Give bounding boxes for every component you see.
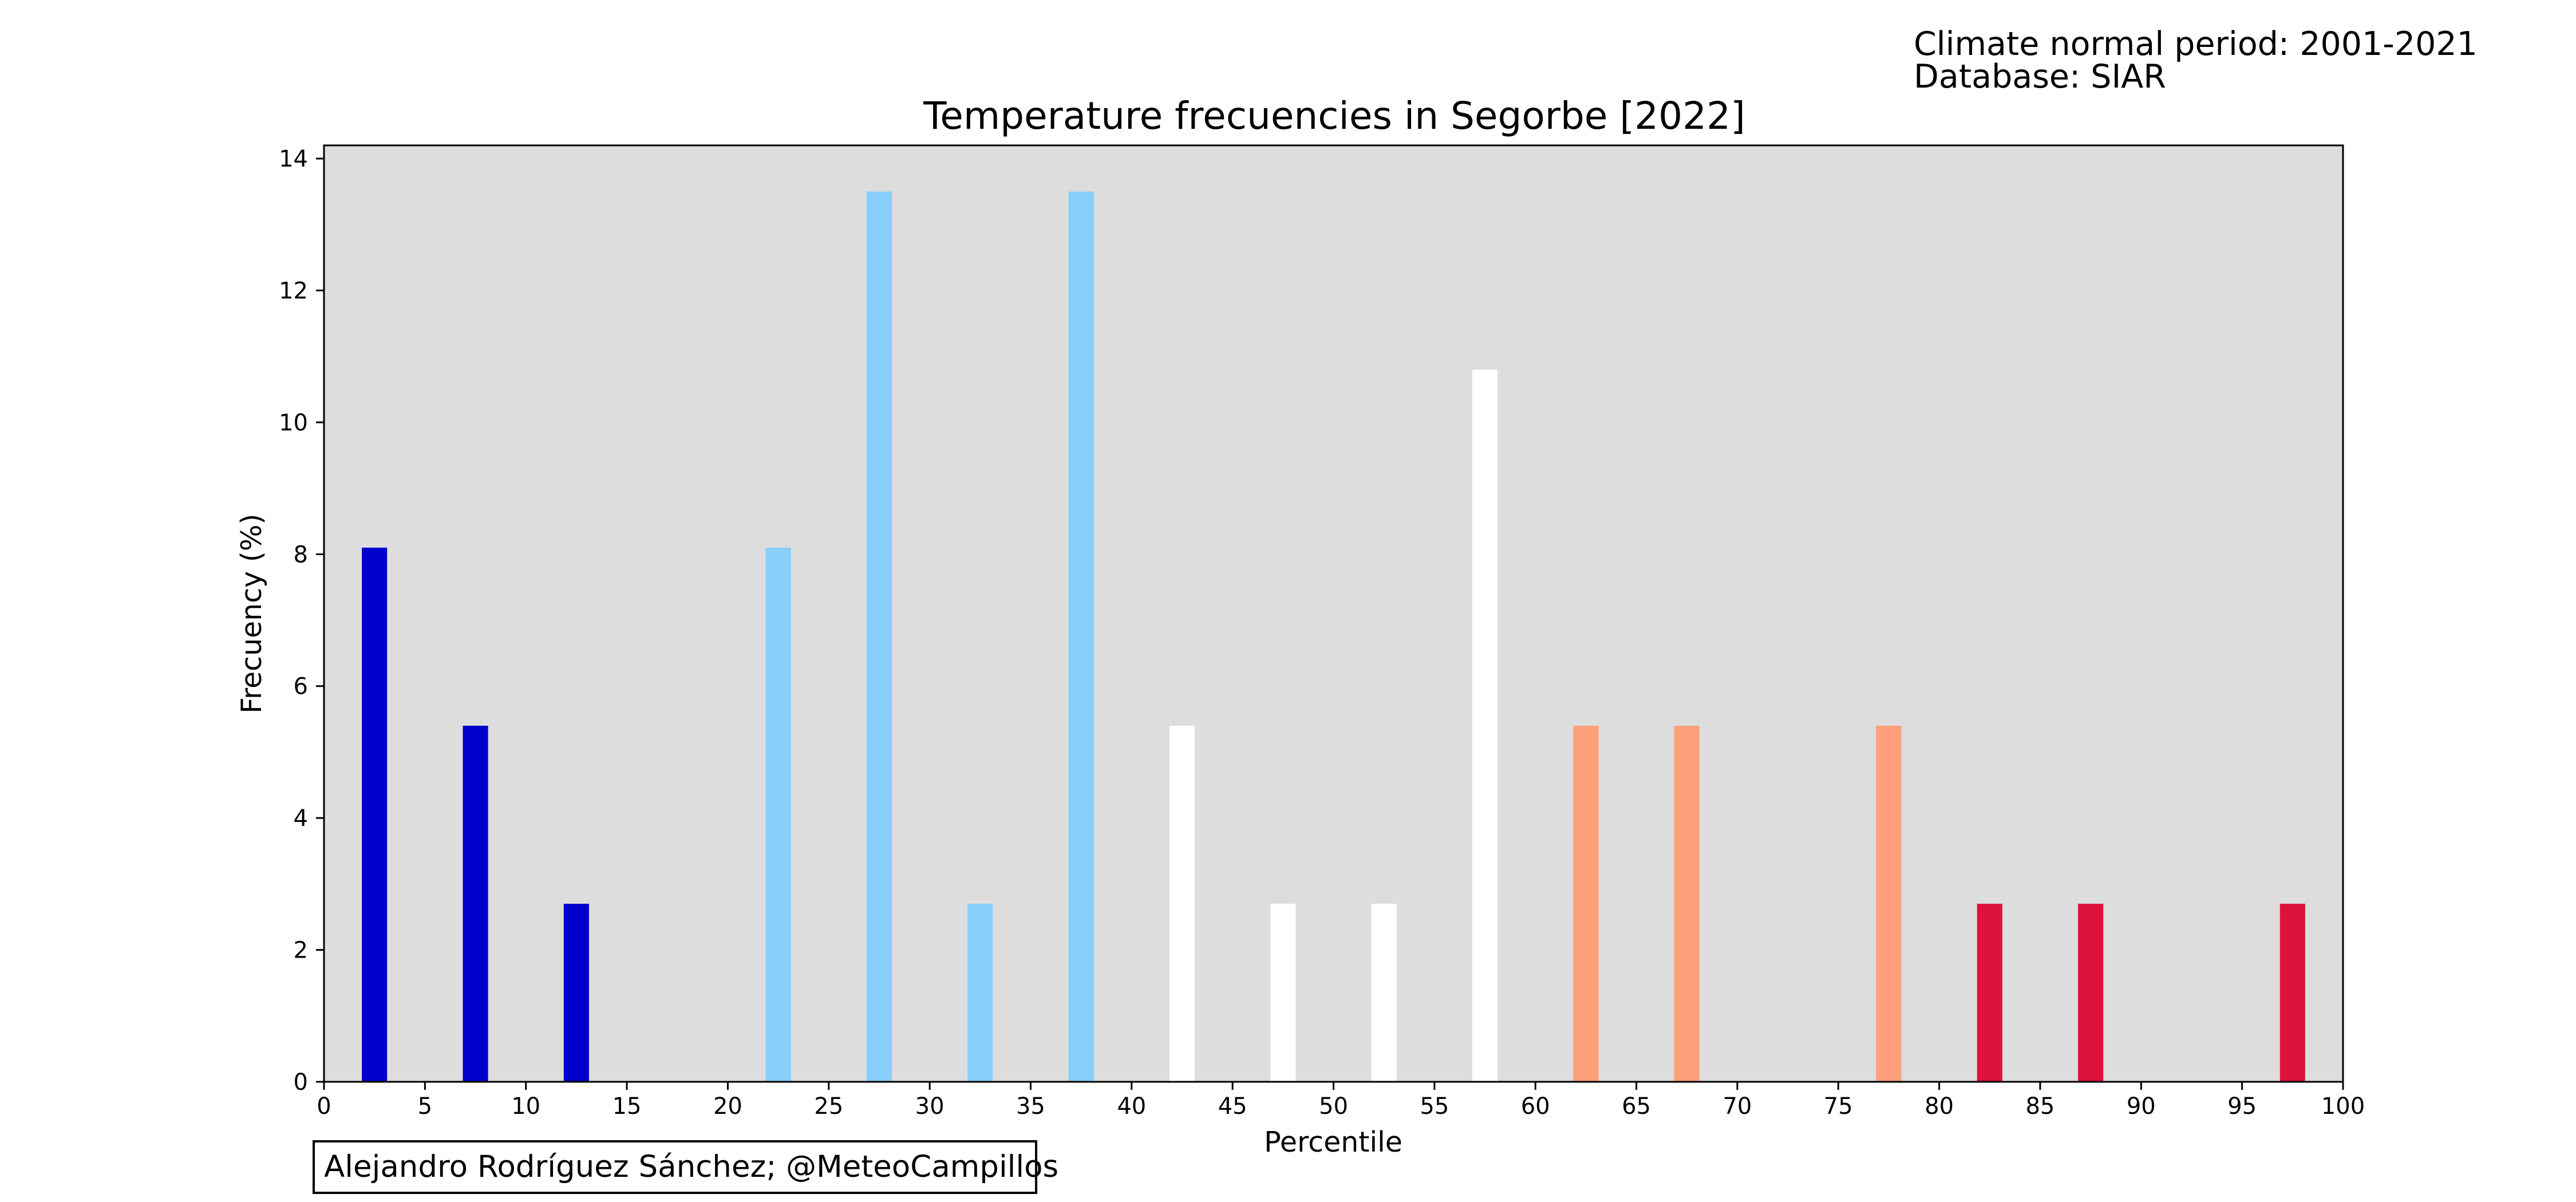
x-axis-label: Percentile xyxy=(1264,1126,1402,1158)
x-tick-label-100: 100 xyxy=(2321,1093,2365,1120)
bar-p7.5 xyxy=(463,725,488,1082)
y-axis: 0 2 4 6 8 10 12 14 xyxy=(279,146,324,1096)
y-tick-label-0: 0 xyxy=(294,1069,308,1096)
x-tick-label-5: 5 xyxy=(418,1093,432,1120)
bar-p22.5 xyxy=(765,547,791,1082)
database-text: Database: SIAR xyxy=(1914,58,2166,96)
x-tick-label-50: 50 xyxy=(1319,1093,1348,1120)
bar-p2.5 xyxy=(362,547,388,1082)
bar-p62.5 xyxy=(1573,725,1599,1082)
x-tick-label-55: 55 xyxy=(1420,1093,1449,1120)
x-tick-label-75: 75 xyxy=(1824,1093,1853,1120)
chart-title: Temperature frecuencies in Segorbe [2022… xyxy=(923,94,1745,138)
x-tick-label-25: 25 xyxy=(814,1093,843,1120)
bar-p82.5 xyxy=(1977,903,2002,1082)
bar-p27.5 xyxy=(866,191,892,1082)
x-tick-label-15: 15 xyxy=(613,1093,642,1120)
x-tick-label-20: 20 xyxy=(713,1093,742,1120)
x-tick-label-40: 40 xyxy=(1117,1093,1146,1120)
bar-p12.5 xyxy=(563,903,589,1082)
x-tick-label-80: 80 xyxy=(1925,1093,1954,1120)
x-tick-label-30: 30 xyxy=(915,1093,945,1120)
bar-p37.5 xyxy=(1068,191,1094,1082)
bar-p57.5 xyxy=(1472,369,1498,1082)
bar-p97.5 xyxy=(2279,903,2305,1082)
y-tick-label-14: 14 xyxy=(279,146,308,172)
bar-p52.5 xyxy=(1371,903,1397,1082)
bar-p67.5 xyxy=(1674,725,1700,1082)
normal-period-text: Climate normal period: 2001-2021 xyxy=(1914,25,2478,63)
bars-group xyxy=(362,191,2305,1082)
y-tick-label-10: 10 xyxy=(279,410,308,436)
x-tick-label-45: 45 xyxy=(1218,1093,1247,1120)
x-tick-label-0: 0 xyxy=(317,1093,331,1120)
bar-p32.5 xyxy=(967,903,993,1082)
x-tick-label-95: 95 xyxy=(2227,1093,2257,1120)
x-tick-label-10: 10 xyxy=(511,1093,540,1120)
y-tick-label-2: 2 xyxy=(294,938,308,964)
y-tick-label-6: 6 xyxy=(294,674,308,700)
bar-p47.5 xyxy=(1270,903,1296,1082)
x-axis: 0 5 10 15 20 25 30 35 40 45 50 55 60 65 70 75 80 85 90 95 10… xyxy=(317,1082,2365,1120)
x-tick-label-35: 35 xyxy=(1016,1093,1045,1120)
bar-p87.5 xyxy=(2078,903,2104,1082)
x-tick-label-60: 60 xyxy=(1521,1093,1550,1120)
x-tick-label-65: 65 xyxy=(1622,1093,1651,1120)
y-tick-label-12: 12 xyxy=(279,278,308,304)
bar-p77.5 xyxy=(1876,725,1902,1082)
plot-area xyxy=(324,145,2343,1082)
credit-box xyxy=(313,1140,1037,1194)
y-tick-label-8: 8 xyxy=(294,541,308,568)
bar-p42.5 xyxy=(1169,725,1195,1082)
y-tick-label-4: 4 xyxy=(294,805,308,832)
x-tick-label-90: 90 xyxy=(2127,1093,2156,1120)
credit-text: Alejandro Rodríguez Sánchez; @MeteoCampi… xyxy=(324,1149,1058,1184)
x-tick-label-85: 85 xyxy=(2025,1093,2055,1120)
y-axis-label: Frecuency (%) xyxy=(235,513,268,713)
x-tick-label-70: 70 xyxy=(1722,1093,1752,1120)
